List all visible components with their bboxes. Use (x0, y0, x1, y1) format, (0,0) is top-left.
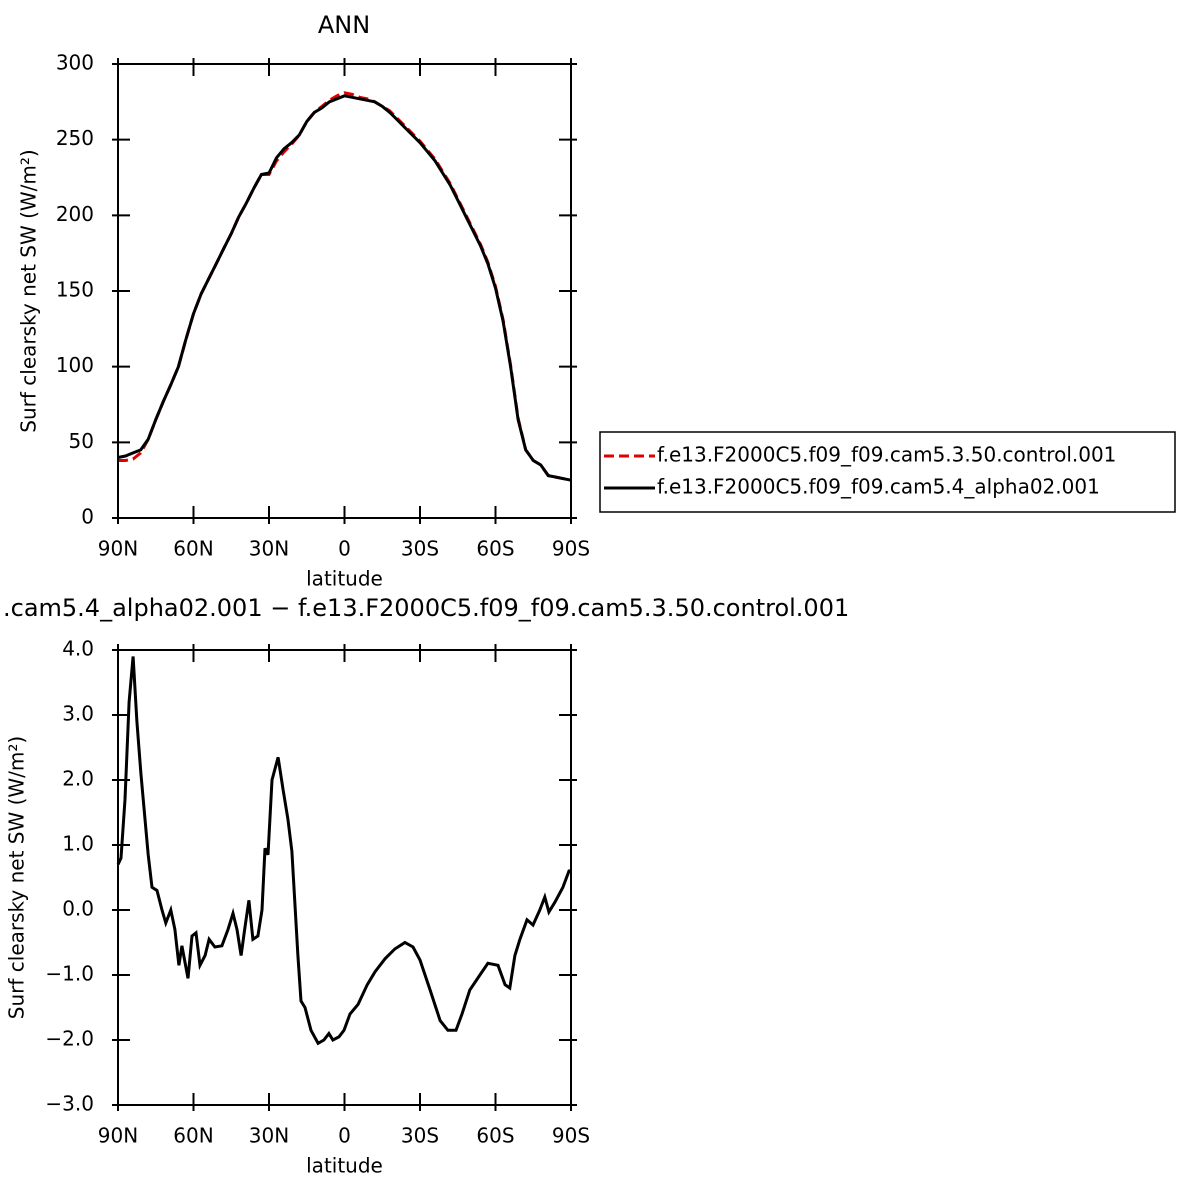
y-tick-label: 3.0 (62, 702, 94, 726)
data-line (116, 656, 571, 1046)
data-line (118, 91, 572, 482)
y-tick-label: 150 (56, 278, 94, 302)
x-tick-label: 90N (98, 537, 138, 561)
x-tick-label: 60S (476, 1124, 514, 1148)
y-tick-label: −3.0 (45, 1092, 94, 1116)
y-tick-label: 50 (69, 429, 94, 453)
y-tick-label: 100 (56, 353, 94, 377)
x-tick-label: 90N (98, 1124, 138, 1148)
y-tick-label: 4.0 (62, 637, 94, 661)
legend-label: f.e13.F2000C5.f09_f09.cam5.3.50.control.… (657, 443, 1116, 467)
y-tick-label: 300 (56, 51, 94, 75)
y-tick-label: −2.0 (45, 1027, 94, 1051)
y-tick-label: 200 (56, 202, 94, 226)
y-tick-label: 0 (81, 505, 94, 529)
y-tick-label: 0.0 (62, 897, 94, 921)
y-tick-label: −1.0 (45, 962, 94, 986)
x-tick-label: 30S (401, 1124, 439, 1148)
y-axis-label: Surf clearsky net SW (W/m²) (5, 736, 29, 1019)
chart-title: .cam5.4_alpha02.001 − f.e13.F2000C5.f09_… (3, 594, 849, 622)
y-tick-label: 250 (56, 126, 94, 150)
x-tick-label: 90S (552, 537, 590, 561)
x-tick-label: 60S (476, 537, 514, 561)
x-tick-label: 60N (173, 1124, 213, 1148)
chart-title: ANN (318, 11, 370, 39)
x-tick-label: 30S (401, 537, 439, 561)
data-line (117, 94, 572, 482)
x-tick-label: 30N (249, 537, 289, 561)
legend-box (599, 431, 1176, 513)
y-tick-label: 1.0 (62, 832, 94, 856)
x-tick-label: 0 (338, 1124, 351, 1148)
plot-frame (117, 649, 572, 1106)
x-axis-label: latitude (306, 567, 383, 591)
x-tick-label: 90S (552, 1124, 590, 1148)
legend-label: f.e13.F2000C5.f09_f09.cam5.4_alpha02.001 (657, 475, 1100, 499)
x-tick-label: 30N (249, 1124, 289, 1148)
x-tick-label: 0 (338, 537, 351, 561)
y-axis-label: Surf clearsky net SW (W/m²) (17, 149, 41, 432)
x-tick-label: 60N (173, 537, 213, 561)
y-tick-label: 2.0 (62, 767, 94, 791)
plot-frame (117, 63, 572, 519)
x-axis-label: latitude (306, 1154, 383, 1178)
